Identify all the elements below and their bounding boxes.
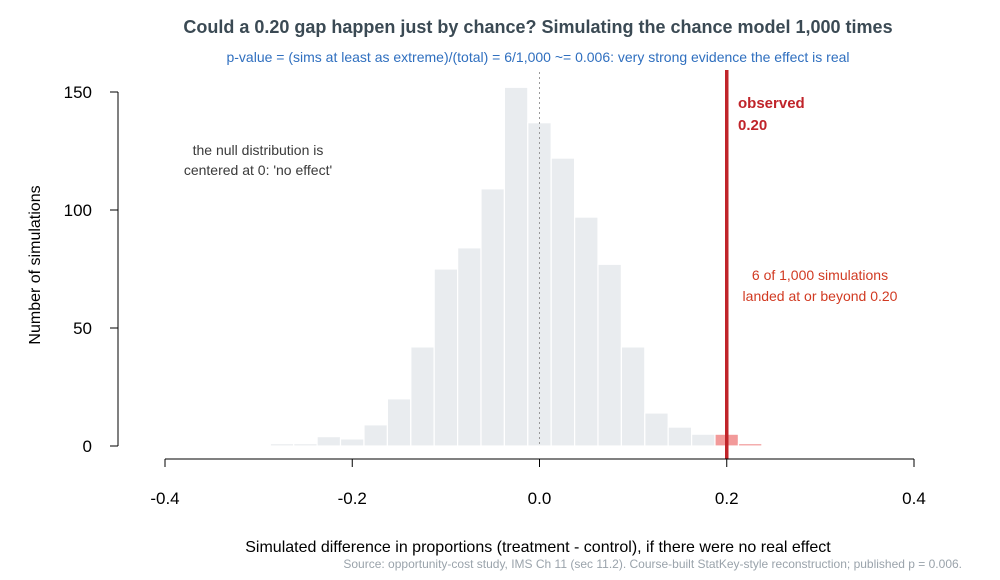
histogram-bar xyxy=(644,412,669,447)
x-tick-label: 0.2 xyxy=(715,489,739,508)
y-tick-label: 100 xyxy=(64,201,92,220)
histogram-bars xyxy=(269,86,763,447)
chart-title: Could a 0.20 gap happen just by chance? … xyxy=(183,17,892,37)
histogram-bar xyxy=(550,157,576,447)
tail-count-note-line2: landed at or beyond 0.20 xyxy=(743,288,898,304)
histogram-bar xyxy=(457,247,482,447)
x-tick-label: -0.2 xyxy=(338,489,367,508)
histogram-bar xyxy=(597,263,622,447)
y-tick-label: 150 xyxy=(64,83,92,102)
histogram-bar xyxy=(339,438,365,447)
histogram-bar xyxy=(503,86,529,447)
histogram-bar xyxy=(667,426,693,447)
histogram-bar xyxy=(573,216,599,447)
y-axis-label: Number of simulations xyxy=(27,185,44,344)
y-axis: 0 50 100 150 xyxy=(64,83,119,456)
x-tick-label: 0.0 xyxy=(528,489,552,508)
histogram-bar xyxy=(363,424,388,447)
y-tick-label: 0 xyxy=(83,437,92,456)
chart-subtitle: p-value = (sims at least as extreme)/(to… xyxy=(226,49,849,65)
histogram-bar xyxy=(480,188,505,447)
histogram-bar xyxy=(433,268,459,447)
observed-label: observed xyxy=(738,95,805,112)
observed-value-label: 0.20 xyxy=(738,117,767,134)
histogram-bar xyxy=(386,398,412,447)
histogram-bar xyxy=(293,443,318,447)
histogram-bar xyxy=(269,443,295,447)
y-tick-label: 50 xyxy=(73,319,92,338)
tail-bar xyxy=(737,443,763,447)
source-caption: Source: opportunity-cost study, IMS Ch 1… xyxy=(343,557,962,571)
histogram-bar xyxy=(316,436,342,447)
x-tick-label: 0.4 xyxy=(902,489,926,508)
histogram-bar xyxy=(620,346,646,447)
null-distribution-note-line1: the null distribution is xyxy=(193,142,324,158)
x-tick-label: -0.4 xyxy=(150,489,179,508)
null-distribution-note-line2: centered at 0: 'no effect' xyxy=(184,162,332,178)
histogram-bar xyxy=(690,433,716,447)
tail-count-note-line1: 6 of 1,000 simulations xyxy=(752,267,888,283)
x-axis: -0.4 -0.2 0.0 0.2 0.4 xyxy=(150,458,926,508)
histogram-bar xyxy=(410,346,435,447)
x-axis-label: Simulated difference in proportions (tre… xyxy=(245,539,831,556)
